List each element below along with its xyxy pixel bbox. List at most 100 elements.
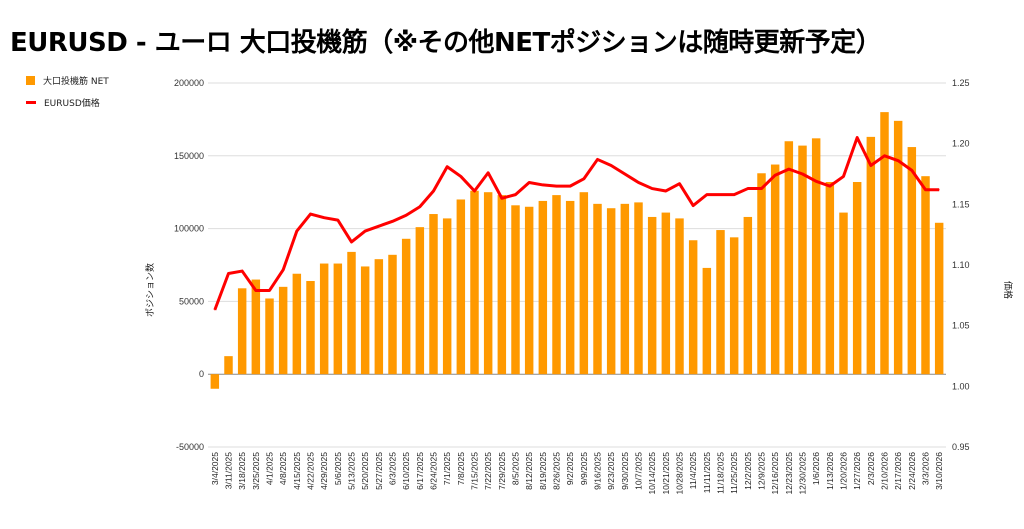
price-point xyxy=(624,173,626,175)
bar xyxy=(743,216,753,375)
x-tick-label: 5/20/2025 xyxy=(360,452,370,490)
price-point xyxy=(706,194,708,196)
x-tick-label: 8/19/2025 xyxy=(538,452,548,490)
x-tick-label: 10/7/2025 xyxy=(634,452,644,490)
bar xyxy=(278,286,288,375)
price-point xyxy=(843,175,844,177)
bar xyxy=(565,200,575,375)
bar xyxy=(524,206,534,375)
bar xyxy=(429,214,438,375)
bar xyxy=(675,218,684,375)
bar xyxy=(661,212,671,375)
price-point xyxy=(610,165,612,167)
x-tick-label: 4/8/2025 xyxy=(278,452,288,485)
x-tick-label: 2/24/2026 xyxy=(907,452,917,490)
legend-label-net: 大口投機筋 NET xyxy=(43,77,109,87)
bar xyxy=(934,222,944,375)
y-tick-label: 150000 xyxy=(174,151,204,161)
bar xyxy=(456,199,466,375)
bar xyxy=(866,136,876,375)
x-tick-label: 11/18/2025 xyxy=(716,452,726,494)
price-point xyxy=(214,309,216,311)
bar xyxy=(647,216,657,375)
bar xyxy=(442,218,452,375)
x-tick-label: 9/23/2025 xyxy=(606,452,616,490)
x-tick-label: 5/6/2025 xyxy=(333,452,343,485)
price-point xyxy=(651,188,653,190)
x-tick-label: 7/8/2025 xyxy=(456,452,466,485)
bar xyxy=(893,120,903,375)
bar xyxy=(852,182,862,375)
price-point xyxy=(788,168,790,170)
price-point xyxy=(679,183,680,185)
price-point xyxy=(665,190,667,192)
price-point xyxy=(501,197,503,199)
price-point xyxy=(542,184,544,186)
price-point xyxy=(405,214,407,216)
bar xyxy=(483,192,493,375)
price-point xyxy=(829,185,831,187)
bar xyxy=(880,112,889,375)
x-tick-label: 12/23/2025 xyxy=(784,452,794,495)
price-point xyxy=(446,166,448,168)
x-tick-label: 3/4/2025 xyxy=(210,452,220,485)
x-tick-label: 7/22/2025 xyxy=(483,452,493,490)
bar xyxy=(702,267,712,375)
y2-tick-label: 1.05 xyxy=(952,321,970,331)
x-tick-label: 9/30/2025 xyxy=(620,452,630,490)
legend-item-price[interactable]: EURUSD価格 xyxy=(26,96,100,109)
x-tick-label: 8/5/2025 xyxy=(511,452,521,485)
y2-tick-label: 1.15 xyxy=(952,199,970,209)
price-point xyxy=(310,213,311,215)
price-point xyxy=(337,219,339,221)
x-tick-label: 4/1/2025 xyxy=(265,452,275,485)
price-point xyxy=(474,190,475,192)
bar xyxy=(606,208,616,375)
price-point xyxy=(938,189,940,191)
legend-item-net[interactable]: 大口投機筋 NET xyxy=(26,74,109,87)
x-tick-label: 11/25/2025 xyxy=(729,452,739,494)
y-tick-label: 50000 xyxy=(179,296,204,306)
price-point xyxy=(870,165,872,167)
price-point xyxy=(255,289,257,291)
bar xyxy=(907,147,917,375)
bar xyxy=(839,212,848,375)
price-point xyxy=(556,185,557,187)
y2-tick-label: 1.10 xyxy=(952,260,970,270)
price-point xyxy=(733,194,735,196)
bar xyxy=(265,298,274,375)
x-tick-label: 6/24/2025 xyxy=(429,452,439,490)
bar xyxy=(757,173,766,375)
x-tick-label: 8/12/2025 xyxy=(524,452,534,490)
y2-tick-label: 1.25 xyxy=(952,78,970,88)
x-tick-label: 3/25/2025 xyxy=(251,452,261,490)
bar xyxy=(388,254,397,375)
bar xyxy=(634,202,643,375)
y2-tick-label: 0.95 xyxy=(952,442,970,452)
price-point xyxy=(692,205,694,207)
x-tick-label: 9/9/2025 xyxy=(579,452,589,485)
x-tick-label: 6/3/2025 xyxy=(388,452,398,485)
y-tick-label: 100000 xyxy=(174,224,204,234)
bar xyxy=(579,192,589,375)
bar xyxy=(347,251,356,375)
x-tick-label: 1/27/2026 xyxy=(852,452,862,490)
legend-swatch-bar xyxy=(26,76,35,85)
y2-tick-label: 1.00 xyxy=(952,381,970,391)
x-tick-label: 9/16/2025 xyxy=(593,452,603,490)
bar xyxy=(497,195,507,375)
price-point xyxy=(364,230,366,232)
bar xyxy=(593,203,602,375)
price-point xyxy=(241,270,243,272)
price-point xyxy=(747,188,749,190)
price-point xyxy=(774,174,776,176)
bar xyxy=(798,145,807,375)
x-tick-label: 10/21/2025 xyxy=(661,452,671,495)
x-tick-label: 3/10/2026 xyxy=(934,452,944,490)
price-point xyxy=(228,272,229,274)
bar xyxy=(552,195,561,375)
x-tick-label: 12/30/2025 xyxy=(798,452,808,495)
x-tick-label: 4/29/2025 xyxy=(319,452,329,490)
x-tick-label: 5/27/2025 xyxy=(374,452,384,490)
bar xyxy=(360,266,370,375)
